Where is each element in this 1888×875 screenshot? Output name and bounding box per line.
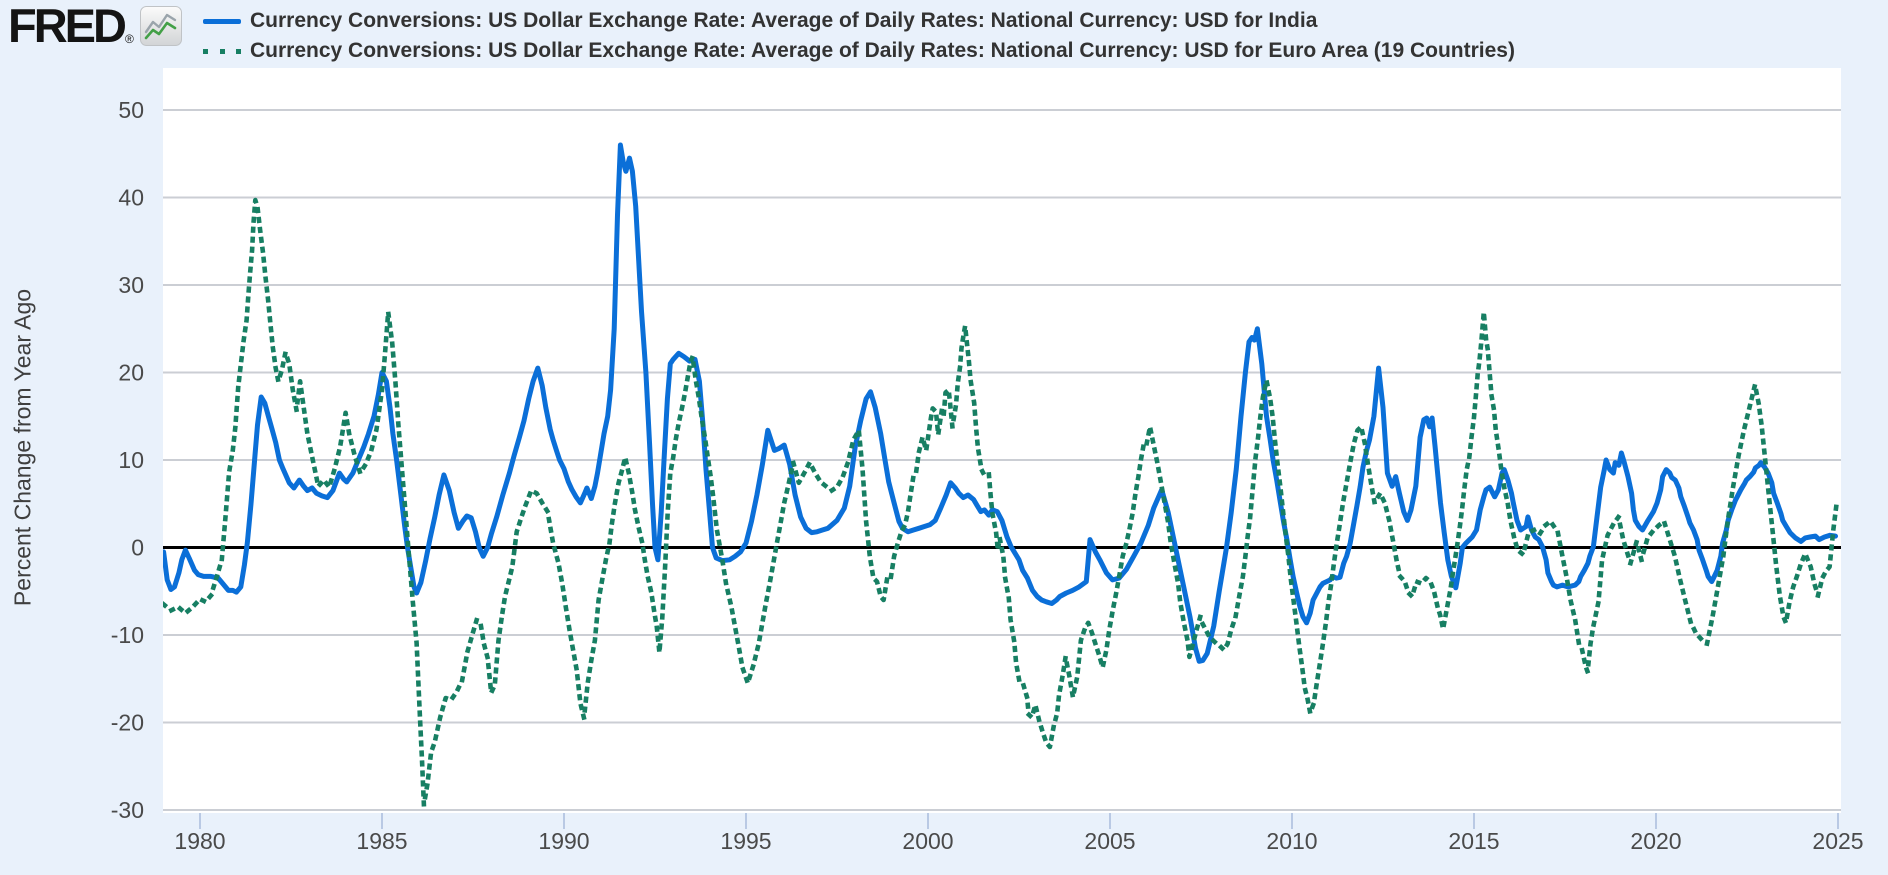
- x-tick-label-1985: 1985: [356, 828, 407, 854]
- y-tick-label-0: 0: [131, 535, 144, 561]
- x-tick-label-2025: 2025: [1812, 828, 1863, 854]
- plot-area[interactable]: [163, 68, 1841, 813]
- legend-label-india: Currency Conversions: US Dollar Exchange…: [250, 9, 1318, 32]
- x-tick-label-1980: 1980: [174, 828, 225, 854]
- y-tick-label-40: 40: [118, 185, 144, 211]
- y-tick-label-20: 20: [118, 360, 144, 386]
- x-tick-label-2020: 2020: [1630, 828, 1681, 854]
- y-tick-label--20: -20: [111, 710, 144, 736]
- series-line-euro-area: [163, 197, 1840, 808]
- x-tick-label-2005: 2005: [1084, 828, 1135, 854]
- legend-item-india: Currency Conversions: US Dollar Exchange…: [203, 6, 1515, 36]
- chart-legend: Currency Conversions: US Dollar Exchange…: [203, 6, 1515, 66]
- legend-line-swatch-solid: [203, 18, 241, 24]
- x-tick-label-1990: 1990: [538, 828, 589, 854]
- x-tick-label-2015: 2015: [1448, 828, 1499, 854]
- legend-label-euro-area: Currency Conversions: US Dollar Exchange…: [250, 39, 1515, 62]
- x-tick-label-2000: 2000: [902, 828, 953, 854]
- registered-trademark-icon: ®: [124, 32, 134, 46]
- x-tick-label-2010: 2010: [1266, 828, 1317, 854]
- y-tick-label--10: -10: [111, 622, 144, 648]
- fred-logo-text: FRED: [8, 0, 127, 52]
- y-tick-label--30: -30: [111, 797, 144, 823]
- fred-logo[interactable]: FRED ®: [8, 0, 182, 52]
- series-line-india: [163, 142, 1838, 664]
- legend-item-euro-area: Currency Conversions: US Dollar Exchange…: [203, 36, 1515, 66]
- legend-line-swatch-dotted: [203, 48, 241, 54]
- fred-line-chart-icon: [139, 6, 182, 51]
- x-tick-label-1995: 1995: [720, 828, 771, 854]
- y-tick-label-10: 10: [118, 447, 144, 473]
- y-tick-label-50: 50: [118, 97, 144, 123]
- y-tick-label-30: 30: [118, 272, 144, 298]
